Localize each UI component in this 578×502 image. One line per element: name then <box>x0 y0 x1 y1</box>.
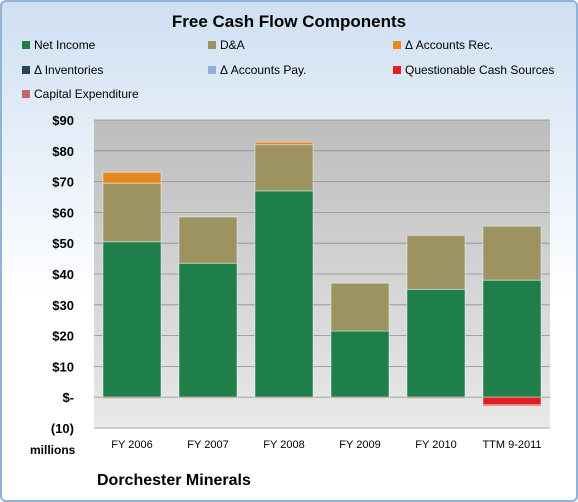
legend-swatch <box>393 66 401 74</box>
bar-segment <box>330 396 390 399</box>
legend-label: Δ Accounts Pay. <box>220 63 307 77</box>
legend-item-da: D&A <box>208 38 245 52</box>
bar-segment <box>482 396 542 406</box>
bar-segment <box>102 171 162 184</box>
y-tick-label: $40 <box>52 267 74 282</box>
bar-segment <box>406 396 466 400</box>
bar-segment <box>254 144 314 192</box>
bar-segment <box>254 141 314 146</box>
legend-item-inventories: Δ Inventories <box>22 63 103 77</box>
y-tick-label: $50 <box>52 236 74 251</box>
bar-segment <box>482 279 542 398</box>
bar-segment <box>102 396 162 400</box>
bar-stacks <box>102 141 542 407</box>
y-tick-label: $90 <box>52 113 74 128</box>
legend-swatch <box>208 41 216 49</box>
bar-segment <box>102 182 162 243</box>
x-tick-label: FY 2010 <box>415 439 456 451</box>
legend-label: Net Income <box>34 38 96 52</box>
legend-label: Δ Inventories <box>34 63 104 77</box>
legend-swatch <box>393 41 401 49</box>
bar-segment <box>406 234 466 291</box>
legend-label: Questionable Cash Sources <box>405 63 555 77</box>
bar-segment <box>406 288 466 398</box>
legend-item-accounts-rec: Δ Accounts Rec. <box>393 38 493 52</box>
bar-segment <box>178 216 238 264</box>
legend-swatch <box>22 66 30 74</box>
bar-segment <box>254 190 314 398</box>
legend-item-capex: Capital Expenditure <box>22 87 139 101</box>
y-tick-label: $70 <box>52 175 74 190</box>
x-tick-label: FY 2008 <box>263 439 304 451</box>
x-tick-label: FY 2009 <box>339 439 380 451</box>
x-tick-labels: FY 2006 FY 2007 FY 2008 FY 2009 FY 2010 TTM 9… <box>111 439 541 451</box>
bar-segment <box>482 404 542 407</box>
x-tick-label: FY 2007 <box>187 439 228 451</box>
legend-item-questionable-cash: Questionable Cash Sources <box>393 63 554 77</box>
legend-swatch <box>22 90 30 98</box>
bar-segment <box>178 262 238 398</box>
chart-title: Free Cash Flow Components <box>171 12 407 31</box>
x-tick-label: FY 2006 <box>111 439 152 451</box>
y-tick-label: $60 <box>52 205 74 220</box>
y-tick-label: $30 <box>52 298 74 313</box>
legend-swatch <box>22 41 30 49</box>
legend-item-accounts-pay: Δ Accounts Pay. <box>208 63 307 77</box>
y-tick-label: $80 <box>52 144 74 159</box>
legend-label: D&A <box>220 38 245 52</box>
legend-label: Δ Accounts Rec. <box>405 38 494 52</box>
bar-segment <box>254 396 314 399</box>
company-name: Dorchester Minerals <box>97 472 251 489</box>
y-tick-label: $- <box>62 390 74 405</box>
gridlines <box>94 119 550 429</box>
y-tick-label: $20 <box>52 329 74 344</box>
y-tick-label: (10) <box>51 421 74 436</box>
bar-segment <box>178 396 238 399</box>
bar-segment <box>102 241 162 398</box>
bar-segment <box>482 225 542 281</box>
legend-swatch <box>208 66 216 74</box>
bar-segment <box>330 282 390 332</box>
legend-label: Capital Expenditure <box>34 87 139 101</box>
bar-segment <box>330 330 390 398</box>
x-tick-label: TTM 9-2011 <box>482 439 541 451</box>
y-tick-label: $10 <box>52 359 74 374</box>
y-tick-labels: (10) $- $10 $20 $30 $40 $50 $60 $70 $80 $90 <box>51 113 74 436</box>
legend-item-net-income: Net Income <box>22 38 95 52</box>
units-label: millions <box>30 443 76 457</box>
